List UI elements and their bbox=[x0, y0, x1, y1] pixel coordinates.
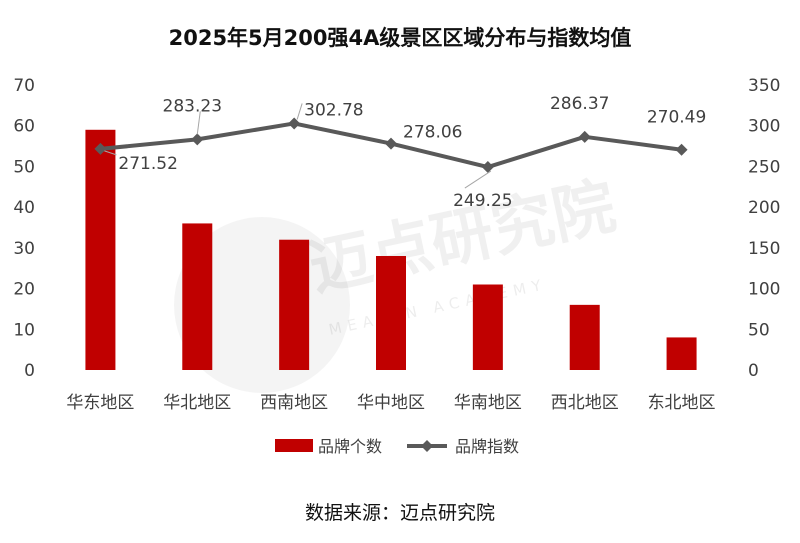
line-data-label: 270.49 bbox=[647, 108, 706, 128]
x-tick-label: 华东地区 bbox=[66, 393, 134, 413]
legend: 品牌个数 品牌指数 bbox=[275, 437, 519, 456]
x-tick-label: 西南地区 bbox=[260, 393, 328, 413]
left-axis-tick: 60 bbox=[13, 117, 35, 137]
line-data-label: 286.37 bbox=[550, 94, 609, 114]
line-point-4 bbox=[481, 161, 494, 174]
right-axis-tick: 100 bbox=[748, 280, 780, 300]
leader-line bbox=[104, 150, 117, 156]
left-axis-tick: 50 bbox=[13, 157, 35, 177]
line-data-label: 249.25 bbox=[453, 191, 512, 211]
bar-0 bbox=[85, 129, 116, 370]
bar-series bbox=[85, 129, 697, 370]
left-axis-tick: 30 bbox=[13, 239, 35, 259]
bar-3 bbox=[376, 256, 406, 370]
line-series: 271.52 283.23 302.78 278.06 249.25 286.37 270.… bbox=[94, 94, 706, 211]
line-point-1 bbox=[191, 133, 204, 146]
line-data-label: 283.23 bbox=[163, 96, 222, 116]
line-data-label: 278.06 bbox=[403, 123, 462, 143]
legend-swatch-marker bbox=[421, 440, 433, 452]
right-axis-tick: 200 bbox=[748, 198, 780, 218]
x-tick-label: 华南地区 bbox=[454, 393, 522, 413]
x-tick-label: 华北地区 bbox=[163, 393, 231, 413]
x-tick-label: 西北地区 bbox=[551, 393, 619, 413]
line-data-label: 271.52 bbox=[118, 154, 177, 174]
line-point-2 bbox=[288, 117, 301, 130]
left-axis-tick: 0 bbox=[24, 361, 35, 381]
source-note: 数据来源：迈点研究院 bbox=[304, 502, 495, 524]
leader-line bbox=[464, 170, 492, 189]
legend-swatch-bar bbox=[275, 439, 313, 452]
line-point-3 bbox=[385, 137, 397, 150]
watermark-text: 迈点研究院 bbox=[303, 169, 621, 305]
right-axis-tick: 50 bbox=[748, 320, 770, 340]
line-point-0 bbox=[94, 142, 107, 155]
bar-2 bbox=[279, 239, 310, 370]
leader-line bbox=[296, 103, 303, 120]
bar-6 bbox=[666, 337, 697, 370]
x-tick-label: 华中地区 bbox=[357, 393, 425, 413]
bar-5 bbox=[569, 304, 600, 370]
right-axis-tick: 350 bbox=[748, 76, 780, 96]
right-axis-tick: 150 bbox=[748, 239, 780, 259]
x-axis-labels: 华东地区 华北地区 西南地区 华中地区 华南地区 西北地区 东北地区 bbox=[66, 393, 715, 413]
right-axis-tick: 0 bbox=[748, 361, 759, 381]
left-axis-tick: 40 bbox=[13, 198, 35, 218]
left-axis-tick: 20 bbox=[13, 280, 35, 300]
line-point-6 bbox=[675, 143, 688, 156]
left-axis-tick: 70 bbox=[13, 76, 35, 96]
leader-line bbox=[196, 111, 201, 135]
x-tick-label: 东北地区 bbox=[648, 393, 716, 413]
left-axis-tick: 10 bbox=[13, 320, 35, 340]
line-point-5 bbox=[578, 130, 591, 143]
bar-1 bbox=[182, 223, 213, 370]
legend-label-line: 品牌指数 bbox=[455, 437, 519, 456]
line-data-label: 302.78 bbox=[304, 100, 363, 120]
legend-label-bar: 品牌个数 bbox=[318, 437, 382, 456]
left-axis: 0 10 20 30 40 50 60 70 bbox=[13, 76, 35, 381]
bar-4 bbox=[472, 284, 503, 370]
right-axis: 0 50 100 150 200 250 300 350 bbox=[748, 76, 780, 381]
chart-title: 2025年5月200强4A级景区区域分布与指数均值 bbox=[168, 26, 632, 50]
right-axis-tick: 300 bbox=[748, 117, 780, 137]
right-axis-tick: 250 bbox=[748, 157, 780, 177]
